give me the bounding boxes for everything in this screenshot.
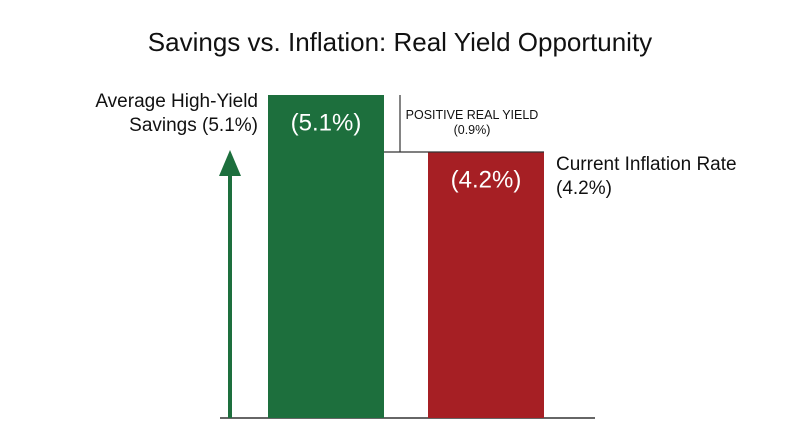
value-label: (4.2%) [451, 166, 522, 193]
bar [428, 152, 544, 418]
value-label: (5.1%) [291, 109, 362, 136]
bar [268, 95, 384, 418]
chart-title: Savings vs. Inflation: Real Yield Opport… [148, 27, 652, 57]
annotation: POSITIVE REAL YIELD (0.9%) [405, 108, 539, 137]
arrow-head [219, 150, 241, 176]
category-label: Current Inflation Rate (4.2%) [556, 154, 737, 199]
category-label: Average High-Yield Savings (5.1%) [95, 91, 258, 136]
